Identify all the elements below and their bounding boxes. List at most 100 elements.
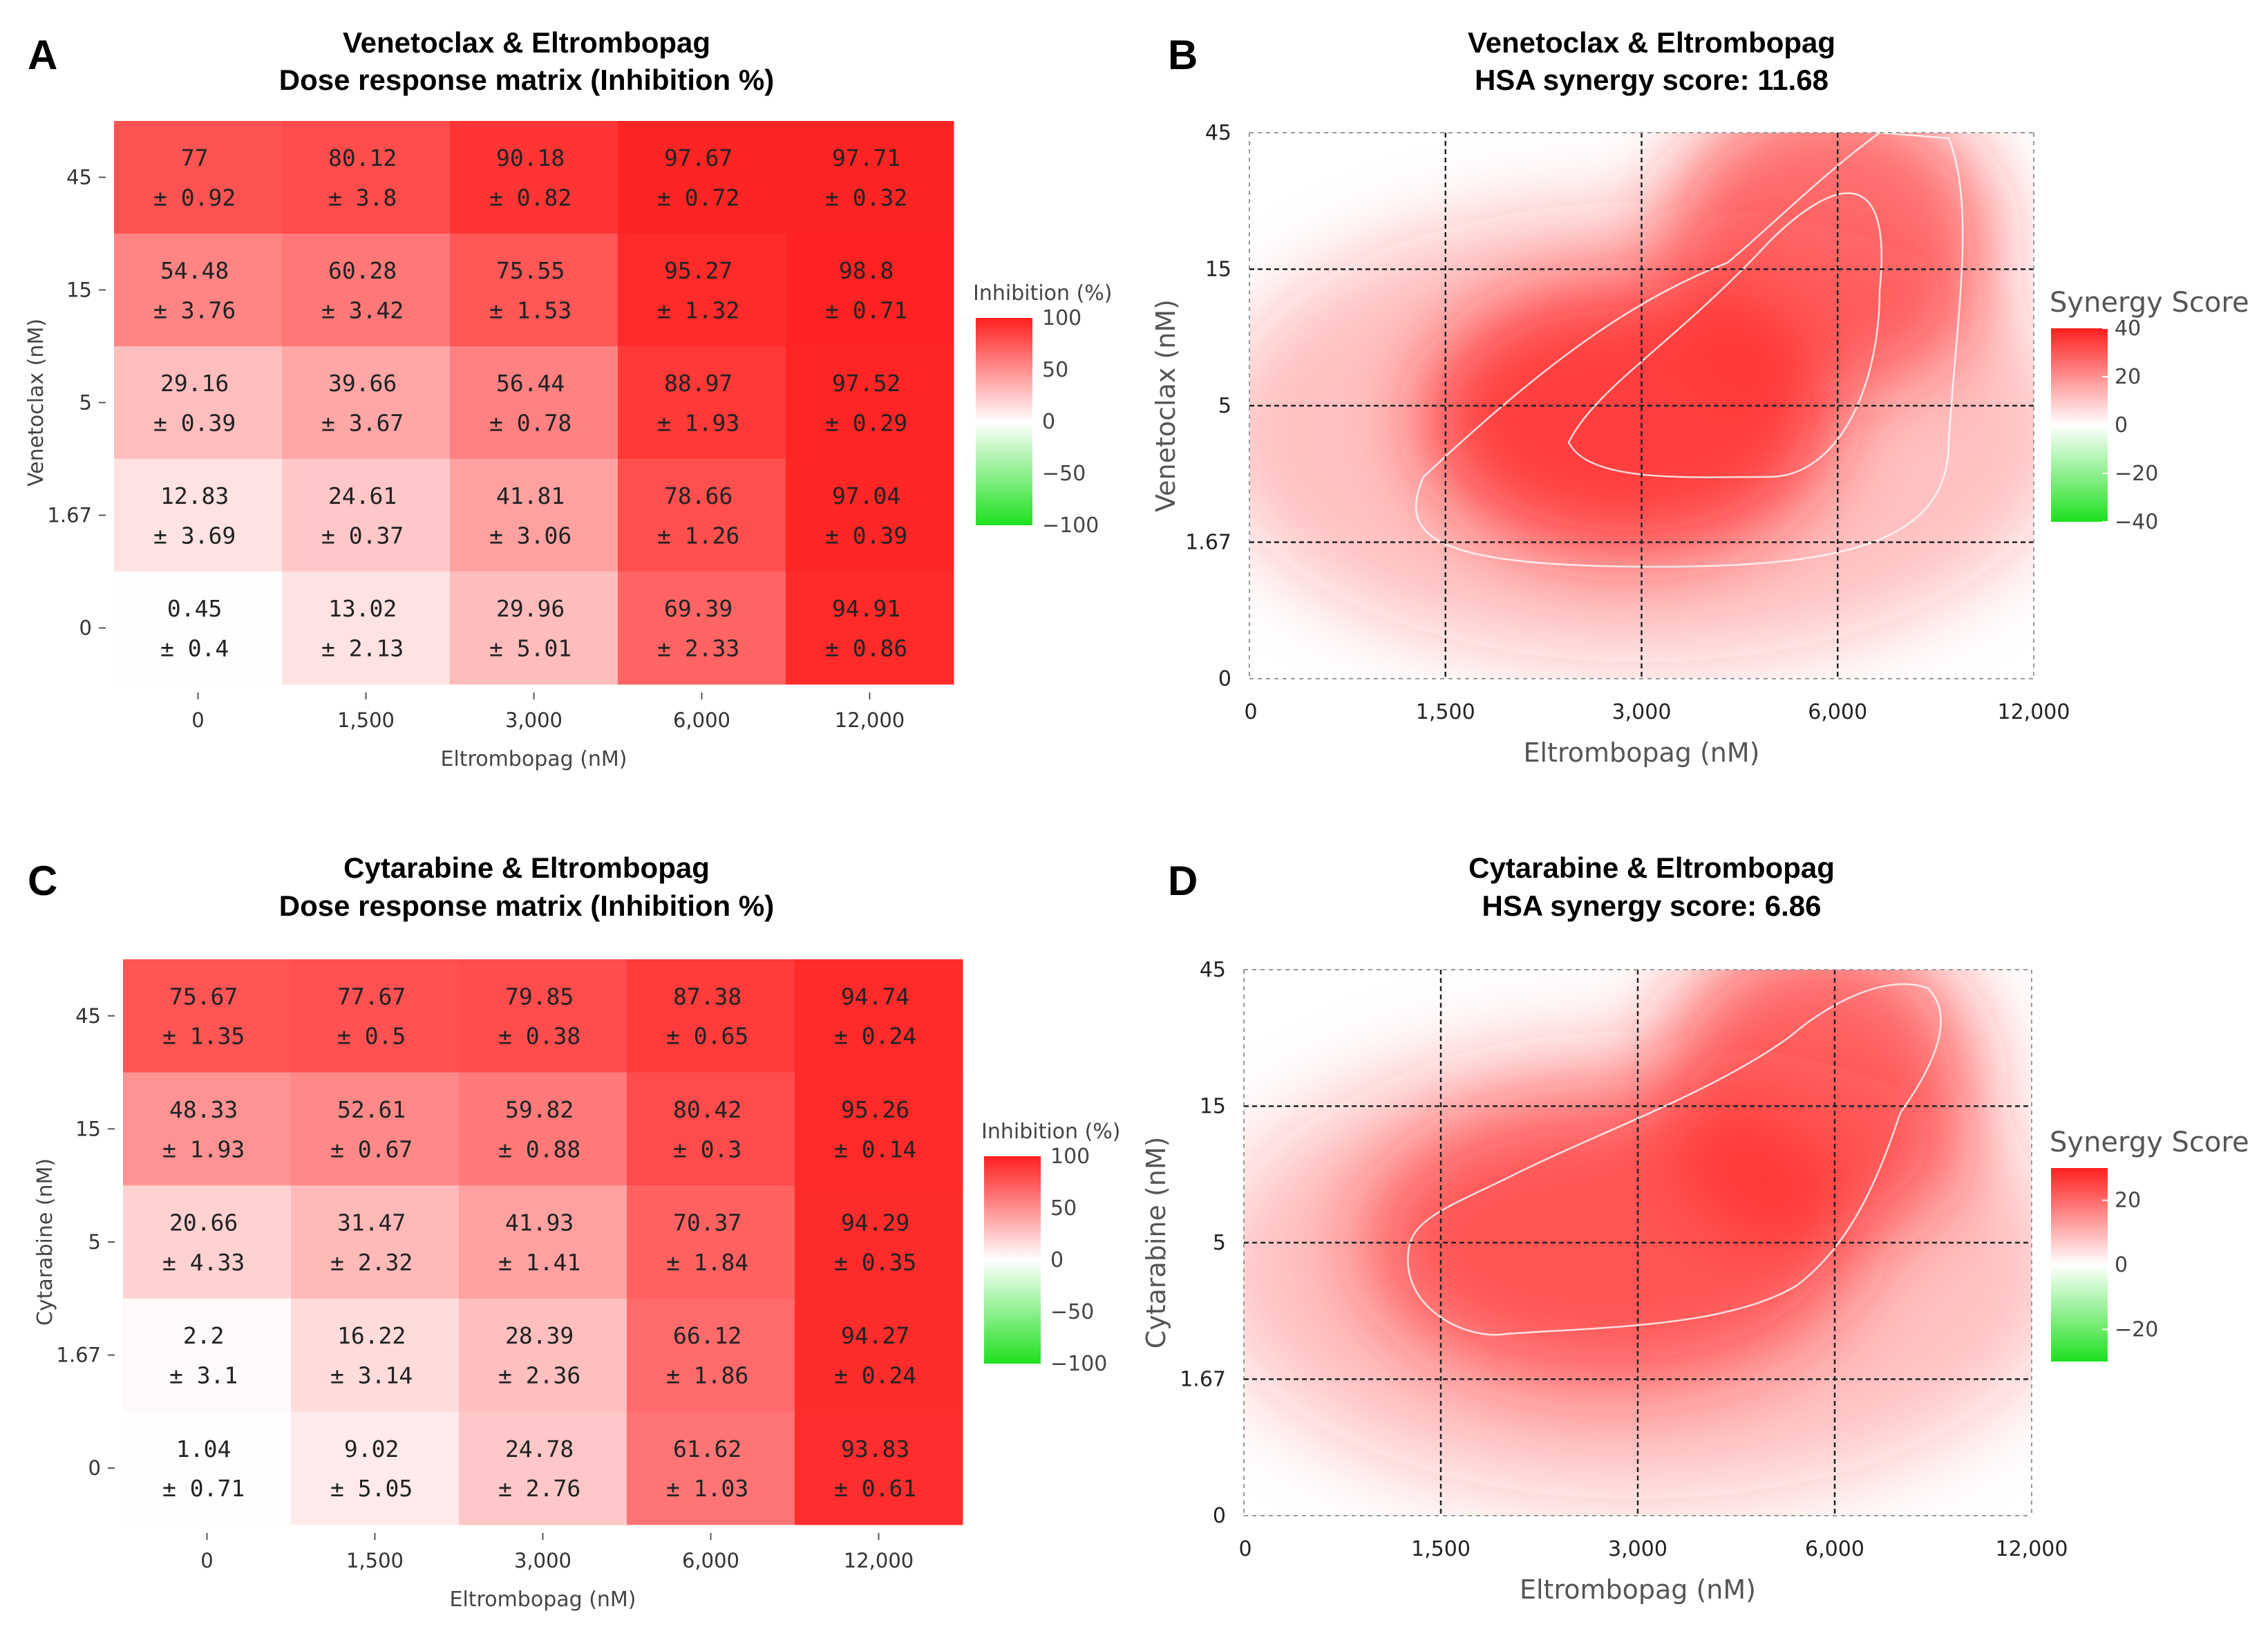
- cell-error: ± 2.36: [498, 1362, 580, 1389]
- cell-error: ± 3.06: [489, 522, 571, 549]
- x-tick-label: 0: [200, 1549, 213, 1572]
- cell-error: ± 0.38: [498, 1023, 580, 1050]
- cell-value: 94.74: [841, 983, 909, 1010]
- surface-peak: [1665, 133, 1997, 394]
- x-axis-label: Eltrombopag (nM): [1520, 1574, 1756, 1605]
- cell-error: ± 3.42: [321, 296, 404, 323]
- cell-value: 2.2: [183, 1322, 225, 1349]
- heatmap-cell: [786, 234, 954, 347]
- cell-error: ± 1.93: [657, 409, 739, 436]
- cell-value: 98.8: [839, 257, 894, 284]
- x-axis-label: Eltrombopag (nM): [440, 747, 627, 771]
- cell-value: 77.67: [337, 983, 406, 1010]
- y-axis-label: Cytarabine (nM): [1141, 1137, 1171, 1349]
- legend-title: Synergy Score: [2050, 287, 2249, 319]
- legend-tick: 100: [1042, 306, 1081, 330]
- x-tick-label: 12,000: [835, 708, 905, 732]
- heatmap-cell: [123, 959, 292, 1073]
- cell-value: 97.67: [664, 144, 733, 171]
- legend-colorbar: [976, 318, 1032, 525]
- chart-title: Venetoclax & Eltrombopag: [343, 26, 710, 59]
- cell-error: ± 3.76: [153, 296, 236, 323]
- cell-value: 9.02: [344, 1435, 399, 1462]
- heatmap-cell: [627, 1298, 795, 1412]
- cell-value: 70.37: [673, 1209, 741, 1236]
- x-tick-label: 6,000: [682, 1549, 739, 1572]
- legend-tick: −50: [1042, 462, 1086, 486]
- x-tick-label: 3,000: [1608, 1537, 1667, 1561]
- cell-error: ± 0.39: [153, 409, 236, 436]
- heatmap-cell: [459, 1411, 627, 1525]
- heatmap-cell: [627, 959, 795, 1073]
- cell-value: 20.66: [169, 1209, 238, 1236]
- cell-error: ± 1.03: [666, 1475, 748, 1502]
- y-tick-label: 1.67: [56, 1344, 101, 1367]
- legend-tick: 100: [1050, 1145, 1090, 1169]
- heatmap-cell: [786, 121, 954, 234]
- x-tick-label: 1,500: [346, 1549, 404, 1572]
- heatmap-cell: [291, 1411, 460, 1525]
- cell-error: ± 3.69: [153, 522, 236, 549]
- heatmap-cell: [459, 959, 627, 1073]
- panel-letter: C: [28, 858, 57, 904]
- cell-value: 52.61: [337, 1096, 406, 1123]
- cell-value: 12.83: [160, 482, 229, 509]
- heatmap-cell: [282, 346, 451, 460]
- cell-error: ± 0.37: [321, 522, 404, 549]
- cell-value: 29.96: [496, 595, 565, 622]
- cell-value: 54.48: [160, 257, 229, 284]
- legend-tick: 0: [2115, 1253, 2128, 1277]
- cell-value: 93.83: [841, 1435, 909, 1462]
- y-tick-label: 15: [75, 1117, 101, 1140]
- cell-value: 69.39: [664, 595, 733, 622]
- heatmap-cell: [450, 121, 618, 234]
- y-tick-label: 5: [1213, 1231, 1226, 1255]
- cell-value: 60.28: [328, 257, 397, 284]
- legend-tick: −20: [2115, 1317, 2158, 1342]
- legend-colorbar: [984, 1156, 1041, 1364]
- cell-error: ± 3.8: [328, 184, 397, 211]
- y-tick-label: 45: [75, 1004, 101, 1028]
- x-tick-label: 0: [191, 708, 204, 732]
- cell-error: ± 1.93: [162, 1136, 245, 1162]
- cell-value: 94.27: [841, 1322, 909, 1349]
- heatmap-cell: [123, 1185, 292, 1299]
- chart-subtitle: HSA synergy score: 6.86: [1482, 889, 1821, 922]
- x-axis-label: Eltrombopag (nM): [449, 1588, 636, 1612]
- y-tick-label: 45: [66, 166, 92, 189]
- heatmap-cell: [123, 1411, 292, 1525]
- x-tick-label: 1,500: [337, 708, 395, 732]
- cell-value: 90.18: [496, 144, 565, 171]
- heatmap-cell: [291, 1185, 460, 1299]
- y-tick-label: 45: [1200, 958, 1226, 982]
- legend-tick: −50: [1050, 1300, 1094, 1324]
- heatmap-cell: [114, 572, 283, 685]
- heatmap-cell: [114, 234, 283, 347]
- heatmap-cell: [282, 459, 451, 572]
- x-tick-label: 1,500: [1411, 1537, 1471, 1561]
- legend-tick: −20: [2115, 462, 2158, 486]
- x-tick-label: 12,000: [1998, 700, 2070, 724]
- cell-error: ± 1.26: [657, 522, 739, 549]
- cell-value: 97.71: [832, 144, 900, 171]
- cell-error: ± 0.5: [337, 1023, 406, 1050]
- heatmap-cell: [795, 1185, 963, 1299]
- heatmap-cell: [786, 572, 954, 685]
- y-tick-label: 5: [88, 1230, 101, 1254]
- cell-value: 95.27: [664, 257, 733, 284]
- cell-value: 24.78: [505, 1435, 574, 1462]
- heatmap-cell: [450, 459, 618, 572]
- heatmap-cell: [459, 1298, 627, 1412]
- heatmap-cell: [282, 121, 451, 234]
- legend-title: Inhibition (%): [973, 281, 1113, 305]
- cell-value: 59.82: [505, 1096, 574, 1123]
- cell-error: ± 1.32: [657, 296, 739, 323]
- contour-line: [1407, 983, 1942, 1336]
- cell-error: ± 0.67: [330, 1136, 413, 1162]
- cell-error: ± 0.32: [825, 184, 907, 211]
- cell-error: ± 1.84: [666, 1249, 748, 1276]
- cell-error: ± 5.01: [489, 634, 571, 661]
- y-axis-label: Cytarabine (nM): [33, 1158, 57, 1326]
- x-tick-label: 3,000: [514, 1549, 571, 1572]
